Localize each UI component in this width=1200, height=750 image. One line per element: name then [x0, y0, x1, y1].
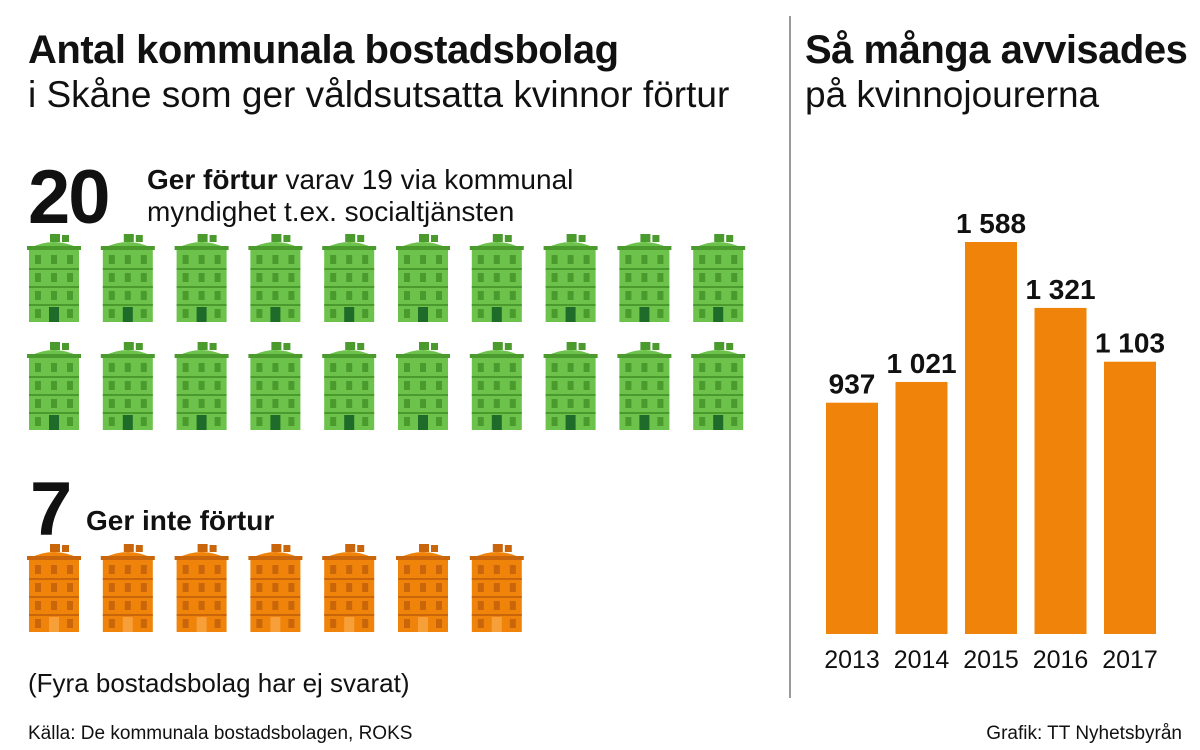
building-ger-inte-fortur-3	[174, 544, 229, 632]
credit-text: Grafik: TT Nyhetsbyrån	[986, 723, 1182, 744]
tick-label-2017: 2017	[1102, 646, 1158, 674]
building-ger-inte-fortur-7	[469, 544, 524, 632]
value-label-2013: 937	[829, 369, 876, 400]
building-ger-inte-fortur-2	[100, 544, 155, 632]
building-ger-fortur-16	[396, 342, 450, 430]
value-label-2016: 1 321	[1025, 274, 1095, 305]
building-ger-fortur-14	[248, 342, 303, 430]
bar-2016	[1034, 307, 1087, 634]
building-ger-fortur-7	[469, 234, 524, 322]
building-ger-fortur-13	[174, 342, 229, 430]
building-ger-fortur-2	[100, 234, 155, 322]
building-ger-fortur-17	[469, 342, 524, 430]
building-ger-fortur-11	[27, 342, 81, 430]
building-ger-fortur-8	[543, 234, 598, 322]
building-ger-fortur-10	[691, 234, 746, 322]
label-ger-inte-fortur: Ger inte förtur	[86, 505, 274, 537]
building-ger-fortur-3	[174, 234, 229, 322]
source-text: Källa: De kommunala bostadsbolagen, ROKS	[28, 723, 413, 744]
building-ger-fortur-18	[543, 342, 598, 430]
note-ej-svarat: (Fyra bostadsbolag har ej svarat)	[28, 668, 410, 698]
label-ger-fortur-line2: myndighet t.ex. socialtjänsten	[147, 196, 515, 227]
left-subtitle: i Skåne som ger våldsutsatta kvinnor för…	[28, 74, 730, 115]
bar-2013	[826, 402, 878, 634]
building-ger-fortur-1	[27, 234, 81, 322]
bar-2015	[965, 242, 1017, 634]
value-label-2015: 1 588	[956, 208, 1026, 239]
tick-label-2013: 2013	[824, 646, 880, 674]
building-ger-fortur-6	[396, 234, 450, 322]
building-ger-inte-fortur-6	[396, 544, 450, 632]
label-ger-inte-fortur-bold: Ger inte förtur	[86, 505, 275, 536]
label-ger-fortur-bold: Ger förtur	[147, 164, 278, 195]
count-ger-inte-fortur: 7	[30, 467, 72, 552]
bar-chart-avvisade: 937 2013 1 021 2014 1 588 2015 1 321 2016 1 103 2…	[824, 208, 1165, 674]
building-ger-fortur-4	[248, 234, 303, 322]
building-ger-inte-fortur-1	[27, 544, 81, 632]
building-ger-fortur-20	[691, 342, 746, 430]
label-ger-fortur: Ger förtur varav 19 via kommunal myndigh…	[147, 164, 573, 228]
building-ger-fortur-9	[617, 234, 672, 322]
buildings-ger-inte-fortur	[27, 544, 524, 632]
value-label-2017: 1 103	[1095, 328, 1165, 359]
tick-label-2014: 2014	[894, 646, 950, 674]
building-ger-fortur-19	[617, 342, 672, 430]
left-title: Antal kommunala bostadsbolag	[28, 28, 619, 72]
value-label-2014: 1 021	[886, 348, 956, 379]
label-ger-fortur-line1: varav 19 via kommunal	[285, 164, 574, 195]
building-ger-inte-fortur-4	[248, 544, 303, 632]
building-ger-inte-fortur-5	[322, 544, 377, 632]
panel-divider	[789, 16, 791, 698]
building-ger-fortur-15	[322, 342, 377, 430]
right-subtitle: på kvinnojourerna	[805, 74, 1100, 115]
tick-label-2016: 2016	[1033, 646, 1089, 674]
building-ger-fortur-5	[322, 234, 377, 322]
bar-2017	[1104, 361, 1156, 634]
buildings-ger-fortur	[27, 234, 746, 430]
right-title: Så många avvisades	[805, 28, 1188, 72]
count-ger-fortur: 20	[28, 155, 111, 240]
building-ger-fortur-12	[100, 342, 155, 430]
tick-label-2015: 2015	[963, 646, 1019, 674]
bar-2014	[895, 381, 948, 634]
